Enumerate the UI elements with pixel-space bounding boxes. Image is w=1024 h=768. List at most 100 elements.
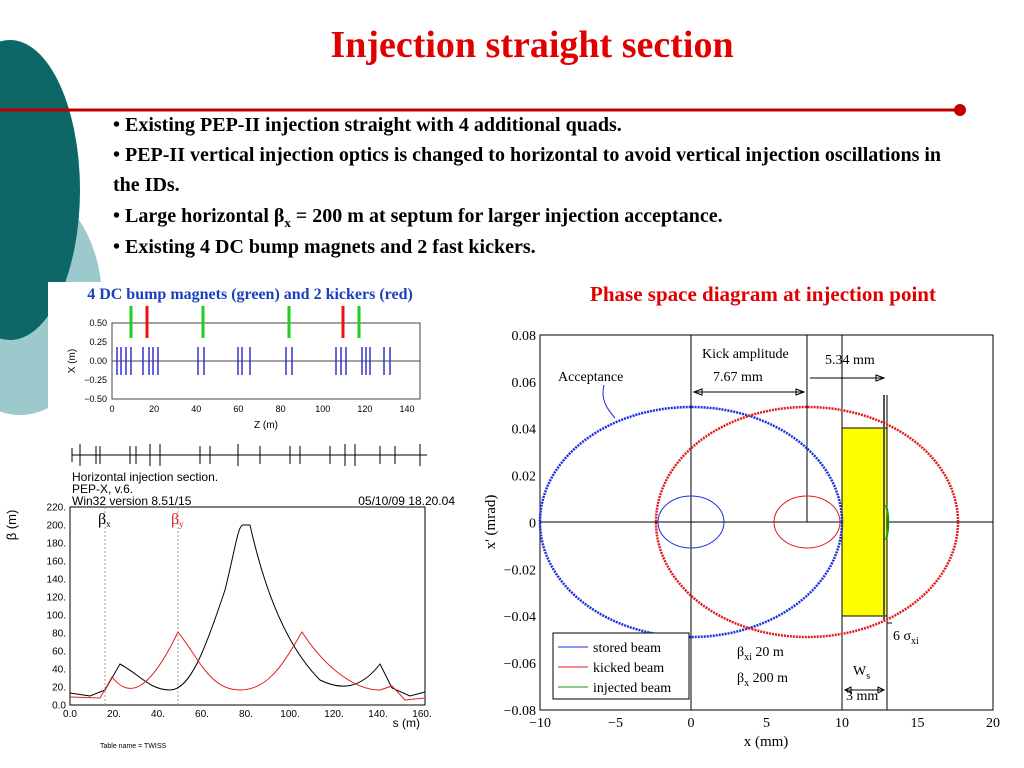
axis-label: x' (mrad)	[483, 495, 499, 550]
axis-label: β (m)	[4, 510, 19, 541]
info-line: Horizontal injection section.	[72, 470, 218, 484]
info-line: PEP-X, v.6.	[72, 482, 133, 496]
rule-dot	[954, 104, 966, 116]
orbit-plot: X (m) Z (m) 0.50 0.25 0.00 −0.25 −0.500 20 40 6…	[67, 306, 421, 431]
tick-label: 0.25	[89, 337, 107, 347]
tick-label: 10	[835, 716, 849, 731]
annotation: 3 mm	[846, 689, 878, 704]
deco	[0, 40, 80, 340]
tick-label: 120.	[324, 709, 343, 720]
tick-label: −0.50	[84, 394, 107, 404]
beta-x-curve	[69, 524, 426, 697]
injected-beam	[885, 504, 890, 541]
annotation: Acceptance	[558, 370, 623, 385]
tick-label: 20.	[52, 683, 66, 694]
legend	[552, 632, 690, 700]
footer: Table name = TWISS	[100, 743, 167, 750]
legend-entry: injected beam	[593, 681, 671, 696]
info: Horizontal injection section. PEP-X, v.6…	[72, 470, 455, 508]
beta-y-curve	[69, 631, 426, 701]
axis-label: X (m)	[67, 349, 78, 373]
tick-label: 120	[357, 404, 372, 414]
septum	[841, 427, 888, 617]
tick-label: 20	[149, 404, 159, 414]
beta-y-label: βy	[171, 511, 184, 529]
tick-label: 20.	[107, 709, 121, 720]
bullet: • Existing PEP-II injection straight wit…	[113, 114, 622, 136]
lattice	[71, 444, 427, 466]
tick-label: 0	[688, 716, 695, 731]
annotation: 7.67 mm	[713, 370, 763, 385]
tick-label: −0.06	[504, 657, 536, 672]
tick-label: 20	[986, 716, 1000, 731]
annotation: Ws	[853, 664, 870, 682]
kicked-beam	[654, 405, 960, 639]
tick-label: 40.	[52, 665, 66, 676]
tick-label: 200.	[47, 521, 66, 532]
tick-label: 60.	[195, 709, 209, 720]
tick-label: 0.02	[512, 470, 537, 485]
date: 05/10/09 18.20.04	[358, 494, 455, 508]
annotation: βxi 20 m	[737, 645, 784, 663]
tick-label: −0.25	[84, 375, 107, 385]
legend-entry: kicked beam	[593, 661, 664, 676]
tick-label: 160.	[412, 709, 431, 720]
tick-label: 60	[233, 404, 243, 414]
tick-label: 140.	[368, 709, 387, 720]
tick-label: 180.	[47, 539, 66, 550]
tick-label: 0.0	[63, 709, 77, 720]
tick-label: −0.02	[504, 563, 536, 578]
title: Injection straight section	[330, 24, 733, 66]
bullet: • PEP-II vertical injection optics is ch…	[113, 144, 942, 196]
annotation: 5.34 mm	[825, 353, 875, 368]
axis-label: s (m)	[393, 716, 420, 730]
tick-label: 80	[276, 404, 286, 414]
tick-label: 120.	[47, 593, 66, 604]
tick-label: 100.	[280, 709, 299, 720]
tick-label: −10	[529, 716, 551, 731]
tick-label: 0.50	[89, 318, 107, 328]
tick-label: 40	[191, 404, 201, 414]
tick-label: 220.	[47, 503, 66, 514]
tick-label: 0.04	[512, 423, 537, 438]
tick-label: 140.	[47, 575, 66, 586]
annotation: βx 200 m	[737, 671, 788, 689]
tick-label: 60.	[52, 647, 66, 658]
tick-label: 0.08	[512, 329, 537, 344]
tick-label: 160.	[47, 557, 66, 568]
caption: 4 DC bump magnets (green) and 2 kickers …	[87, 286, 413, 303]
annotation: Kick amplitude	[702, 347, 789, 362]
axes	[69, 506, 426, 706]
stored-core	[657, 495, 725, 549]
caption: Phase space diagram at injection point	[590, 282, 936, 306]
tick-label: 15	[911, 716, 925, 731]
tick-label: 80.	[52, 629, 66, 640]
tick-label: −0.04	[504, 610, 536, 625]
axis-label: Z (m)	[254, 420, 278, 431]
tick-label: 0	[529, 516, 536, 531]
stored-beam	[538, 405, 844, 639]
tick-label: 0.0	[52, 701, 66, 712]
tick-label: 5	[763, 716, 770, 731]
bullet: • Large horizontal βx = 200 m at septum …	[113, 205, 723, 230]
beta-x-label: βx	[98, 511, 111, 529]
tick-label: 40.	[151, 709, 165, 720]
info-line: Win32 version 8.51/15	[72, 494, 192, 508]
bullet: • Existing 4 DC bump magnets and 2 fast …	[113, 236, 536, 258]
tick-label: 100.	[47, 611, 66, 622]
axis-label: x (mm)	[744, 734, 789, 750]
tick-label: 80.	[239, 709, 253, 720]
tick-label: −5	[608, 716, 623, 731]
legend-entry: stored beam	[593, 641, 661, 656]
tick-label: 100	[315, 404, 330, 414]
annotation: 6 σxi	[893, 629, 919, 647]
tick-label: −0.08	[504, 704, 536, 719]
tick-label: 140	[399, 404, 414, 414]
tick-label: 0	[109, 404, 114, 414]
kicked-core	[773, 495, 841, 549]
phase-plot: Acceptance Kick amplitude 7.67 mm 5.34 m…	[483, 329, 1000, 750]
tick-label: 0.06	[512, 376, 537, 391]
beta-plot: β (m) s (m) βx βy 220. 200. 180. 160. 140. 12…	[4, 503, 432, 731]
